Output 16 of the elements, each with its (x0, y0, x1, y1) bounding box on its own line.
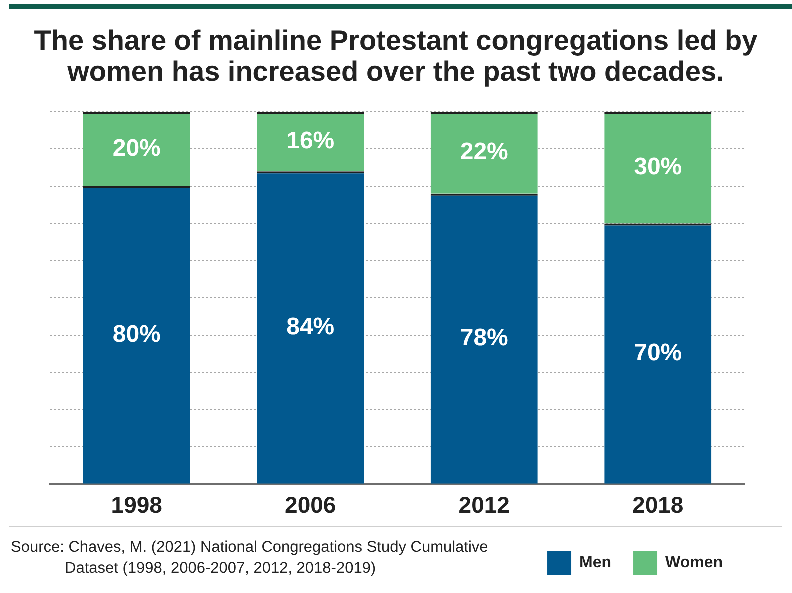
data-label: 70% (634, 339, 682, 366)
data-label: 30% (634, 153, 682, 180)
data-label: 22% (460, 138, 508, 166)
data-label: 16% (286, 127, 335, 154)
x-tick-label: 2006 (285, 492, 336, 518)
data-label: 84% (286, 313, 335, 340)
legend-label: Men (580, 554, 612, 572)
data-label: 80% (112, 320, 161, 348)
chart-title: The share of mainline Protestant congregations led by women has increased over the past two decades. (33, 25, 759, 87)
legend-label: Women (666, 554, 723, 572)
x-tick-label: 2012 (458, 492, 510, 518)
x-tick-label: 2018 (632, 492, 684, 518)
data-label: 20% (112, 134, 161, 162)
source-note: Source: Chaves, M. (2021) National Congregations Study Cumulative Dataset (1998, 2006-2007, 2012, 2018-2019) (11, 538, 490, 579)
data-label: 78% (460, 324, 508, 352)
x-tick-label: 1998 (111, 492, 163, 518)
